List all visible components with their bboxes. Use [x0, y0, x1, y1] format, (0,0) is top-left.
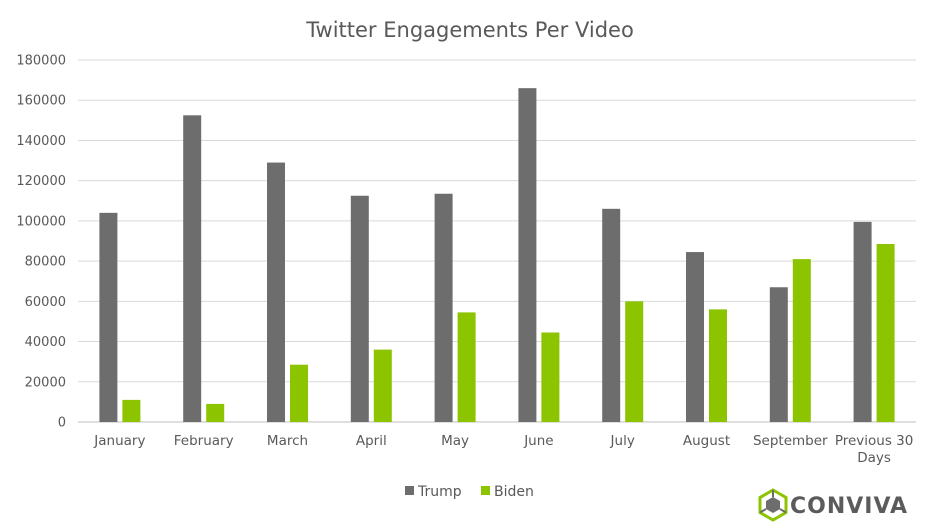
bar-trump [853, 221, 872, 422]
brand-name: CONVIVA [790, 494, 908, 519]
bar-biden [206, 403, 225, 422]
legend-swatch-trump [405, 486, 414, 495]
bar-trump [183, 115, 202, 423]
bar-trump [518, 88, 537, 423]
y-axis-ticks: 0 20000 40000 60000 80000 100000 120000 140000 1… [16, 54, 66, 431]
x-tick-label: August [683, 433, 730, 449]
legend: Trump Biden [405, 484, 534, 500]
x-tick-label: April [356, 433, 387, 449]
bar-biden [792, 259, 811, 422]
bar-biden [457, 312, 476, 422]
bar-trump [769, 287, 788, 422]
bar-trump [602, 208, 621, 422]
brand-logo: CONVIVA [758, 488, 908, 522]
x-tick-label: June [523, 433, 553, 449]
x-tick-label: Previous 30 Days [835, 433, 914, 466]
y-tick-label: 80000 [25, 255, 66, 270]
y-tick-label: 140000 [16, 134, 66, 149]
bar-biden [541, 332, 560, 422]
x-tick-label: May [441, 433, 469, 449]
bar-biden [876, 244, 895, 422]
bar-biden [290, 364, 308, 422]
legend-label-biden: Biden [494, 484, 534, 500]
bar-trump [350, 195, 369, 422]
x-tick-label: March [267, 433, 308, 449]
x-axis-labels: January February March April May June July Augu… [93, 433, 913, 466]
gridlines [78, 59, 916, 423]
bar-biden [373, 349, 392, 422]
bars [99, 88, 895, 423]
bar-trump [99, 212, 118, 422]
x-tick-label: February [174, 433, 234, 449]
bar-biden [625, 301, 644, 422]
y-tick-label: 40000 [25, 335, 66, 350]
legend-swatch-biden [481, 486, 490, 495]
bar-trump [434, 193, 453, 422]
y-tick-label: 120000 [16, 174, 66, 189]
bar-trump [267, 162, 285, 423]
y-tick-label: 20000 [25, 375, 66, 390]
y-tick-label: 60000 [25, 295, 66, 310]
bar-biden [122, 399, 141, 422]
x-tick-label: January [93, 433, 145, 449]
legend-label-trump: Trump [417, 484, 462, 500]
conviva-logo-icon [758, 488, 788, 522]
x-tick-label: July [610, 433, 635, 449]
y-tick-label: 160000 [16, 94, 66, 109]
y-tick-label: 0 [58, 416, 66, 431]
x-tick-label: September [753, 433, 828, 449]
y-tick-label: 180000 [16, 54, 66, 69]
bar-trump [686, 252, 704, 422]
y-tick-label: 100000 [16, 214, 66, 229]
bar-biden [709, 309, 727, 422]
chart-title: Twitter Engagements Per Video [305, 18, 634, 42]
